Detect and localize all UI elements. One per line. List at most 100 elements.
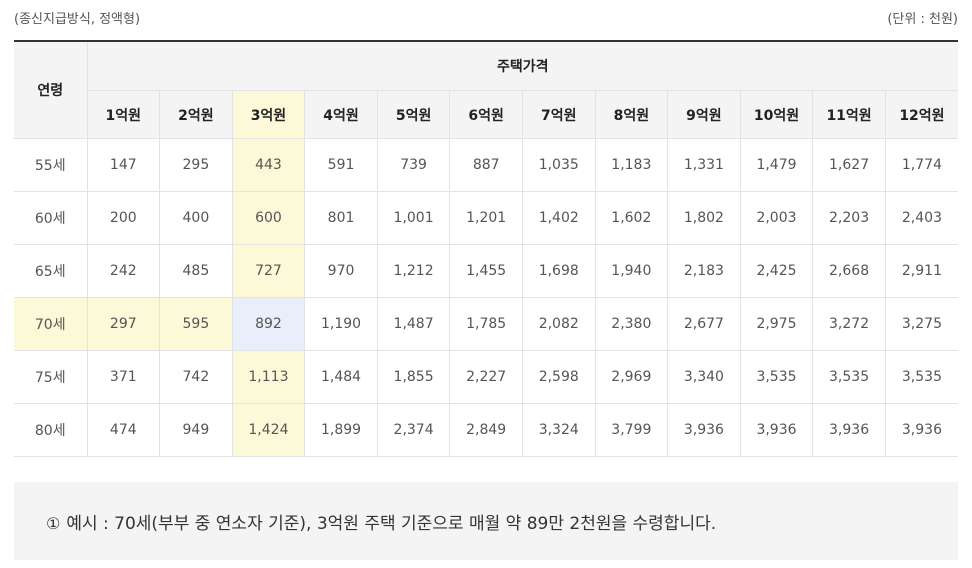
payment-cell: 2,911 xyxy=(885,244,959,298)
payment-cell: 1,785 xyxy=(449,297,523,351)
price-column-header: 11억원 xyxy=(812,90,886,139)
payment-cell: 591 xyxy=(304,138,378,192)
payment-cell: 2,403 xyxy=(885,191,959,245)
payment-cell: 739 xyxy=(377,138,451,192)
monthly-payment-table: 연령 주택가격 1억원 2억원 3억원 4억원 5억원 6억원 7억원 8억원 9억원 10억원 1… xyxy=(14,40,959,457)
payment-cell: 3,272 xyxy=(812,297,886,351)
example-note: ① 예시 : 70세(부부 중 연소자 기준), 3억원 주택 기준으로 매월 약… xyxy=(14,482,958,560)
payment-cell: 1,602 xyxy=(595,191,669,245)
payment-cell: 2,425 xyxy=(740,244,814,298)
table-row: 80세 474 949 1,424 1,899 2,374 2,849 3,324 3,799 3… xyxy=(14,403,959,457)
payment-cell: 1,424 xyxy=(232,403,306,457)
payment-cell: 727 xyxy=(232,244,306,298)
payment-cell: 3,535 xyxy=(740,350,814,404)
payment-cell: 3,535 xyxy=(812,350,886,404)
age-cell: 55세 xyxy=(14,138,88,192)
info-circle-icon: ① xyxy=(46,513,61,533)
payment-cell: 970 xyxy=(304,244,378,298)
payment-cell: 1,484 xyxy=(304,350,378,404)
payment-cell: 1,455 xyxy=(449,244,523,298)
age-cell: 80세 xyxy=(14,403,88,457)
payment-cell: 1,113 xyxy=(232,350,306,404)
payment-cell: 242 xyxy=(87,244,161,298)
age-cell: 65세 xyxy=(14,244,88,298)
payment-cell: 485 xyxy=(159,244,233,298)
payment-cell: 3,936 xyxy=(812,403,886,457)
payment-cell: 3,936 xyxy=(740,403,814,457)
house-price-header: 주택가격 xyxy=(87,41,959,91)
table-row: 75세 371 742 1,113 1,484 1,855 2,227 2,598 2,969 3… xyxy=(14,350,959,404)
payment-method-caption: (종신지급방식, 정액형) xyxy=(14,12,141,27)
price-column-header: 12억원 xyxy=(885,90,959,139)
payment-cell: 949 xyxy=(159,403,233,457)
payment-cell: 1,855 xyxy=(377,350,451,404)
payment-cell: 1,201 xyxy=(449,191,523,245)
payment-cell: 1,035 xyxy=(522,138,596,192)
unit-caption: (단위 : 천원) xyxy=(887,12,958,27)
payment-cell: 295 xyxy=(159,138,233,192)
price-column-header: 9억원 xyxy=(667,90,741,139)
payment-cell: 3,340 xyxy=(667,350,741,404)
payment-cell: 2,969 xyxy=(595,350,669,404)
price-column-header: 3억원 xyxy=(232,90,306,139)
payment-cell: 1,940 xyxy=(595,244,669,298)
payment-cell: 600 xyxy=(232,191,306,245)
table-row: 65세 242 485 727 970 1,212 1,455 1,698 1,940 2,183… xyxy=(14,244,959,298)
payment-cell: 2,203 xyxy=(812,191,886,245)
example-note-body: 예시 : 70세(부부 중 연소자 기준), 3억원 주택 기준으로 매월 약 … xyxy=(66,513,717,534)
payment-cell: 1,487 xyxy=(377,297,451,351)
payment-cell: 443 xyxy=(232,138,306,192)
payment-cell: 147 xyxy=(87,138,161,192)
price-column-header: 8억원 xyxy=(595,90,669,139)
payment-cell: 1,627 xyxy=(812,138,886,192)
payment-cell: 2,227 xyxy=(449,350,523,404)
payment-cell: 2,677 xyxy=(667,297,741,351)
payment-cell: 2,668 xyxy=(812,244,886,298)
payment-cell: 2,183 xyxy=(667,244,741,298)
payment-cell: 200 xyxy=(87,191,161,245)
payment-cell: 474 xyxy=(87,403,161,457)
age-cell: 70세 xyxy=(14,297,88,351)
payment-cell: 1,802 xyxy=(667,191,741,245)
payment-cell: 2,003 xyxy=(740,191,814,245)
payment-cell: 2,598 xyxy=(522,350,596,404)
payment-cell: 3,324 xyxy=(522,403,596,457)
payment-cell: 3,275 xyxy=(885,297,959,351)
table-row: 55세 147 295 443 591 739 887 1,035 1,183 1,331 1,47… xyxy=(14,138,959,192)
price-column-header: 7억원 xyxy=(522,90,596,139)
payment-cell: 2,849 xyxy=(449,403,523,457)
payment-cell: 1,331 xyxy=(667,138,741,192)
payment-cell: 3,936 xyxy=(885,403,959,457)
payment-cell: 2,374 xyxy=(377,403,451,457)
payment-cell: 1,899 xyxy=(304,403,378,457)
price-column-header: 10억원 xyxy=(740,90,814,139)
payment-cell: 3,936 xyxy=(667,403,741,457)
payment-cell: 1,774 xyxy=(885,138,959,192)
age-cell: 60세 xyxy=(14,191,88,245)
age-header: 연령 xyxy=(14,41,88,139)
payment-cell: 3,535 xyxy=(885,350,959,404)
price-column-header: 6억원 xyxy=(449,90,523,139)
payment-cell: 1,479 xyxy=(740,138,814,192)
payment-cell: 1,212 xyxy=(377,244,451,298)
payment-cell: 742 xyxy=(159,350,233,404)
payment-cell: 1,698 xyxy=(522,244,596,298)
payment-cell: 595 xyxy=(159,297,233,351)
table-row: 70세 297 595 892 1,190 1,487 1,785 2,082 2,380 2,6… xyxy=(14,297,959,351)
payment-cell: 371 xyxy=(87,350,161,404)
payment-cell: 887 xyxy=(449,138,523,192)
payment-cell: 297 xyxy=(87,297,161,351)
price-column-header: 5억원 xyxy=(377,90,451,139)
table-row: 60세 200 400 600 801 1,001 1,201 1,402 1,602 1,802… xyxy=(14,191,959,245)
payment-cell: 892 xyxy=(232,297,306,351)
example-note-text: ① 예시 : 70세(부부 중 연소자 기준), 3억원 주택 기준으로 매월 약… xyxy=(46,509,716,534)
price-column-header: 1억원 xyxy=(87,90,161,139)
payment-cell: 2,082 xyxy=(522,297,596,351)
price-column-header: 2억원 xyxy=(159,90,233,139)
payment-cell: 1,402 xyxy=(522,191,596,245)
payment-cell: 400 xyxy=(159,191,233,245)
payment-cell: 2,380 xyxy=(595,297,669,351)
price-column-header: 4억원 xyxy=(304,90,378,139)
age-cell: 75세 xyxy=(14,350,88,404)
payment-cell: 801 xyxy=(304,191,378,245)
